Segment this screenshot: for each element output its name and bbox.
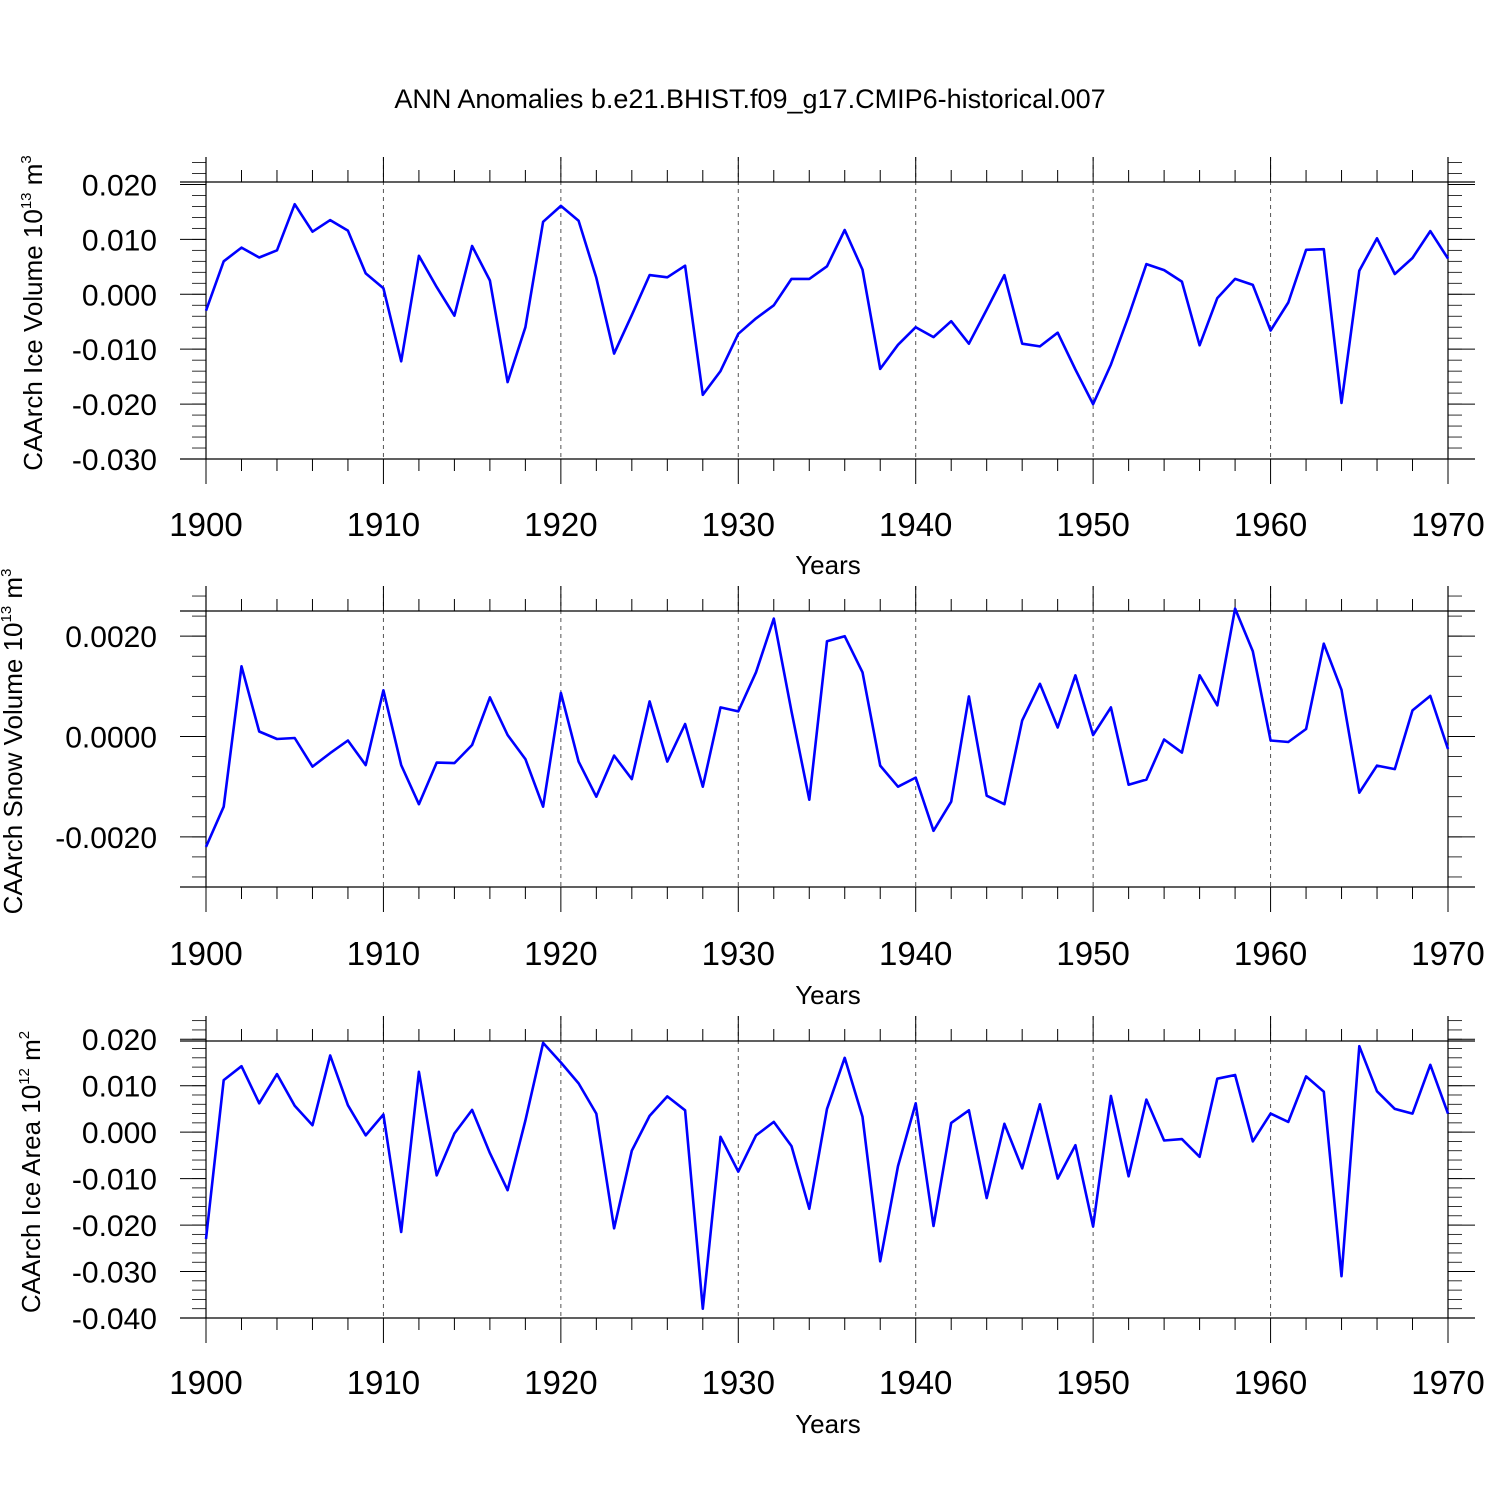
ice-volume-xtick-label: 1960	[1234, 506, 1307, 543]
ice-area-x-axis-label: Years	[795, 1409, 861, 1439]
panel-snow-volume: -0.0020 0.0000 0.0020 1900 1910 1920 1930 1940 1…	[0, 569, 1485, 1010]
ice-area-xtick-label: 1970	[1411, 1364, 1484, 1401]
snow-volume-x-axis-label: Years	[795, 980, 861, 1010]
snow-volume-ylabel-unit: m	[0, 577, 28, 606]
snow-volume-y-axis-label: CAArch Snow Volume 1013 m3	[0, 569, 28, 915]
ice-area-xtick-label: 1900	[169, 1364, 242, 1401]
ice-volume-ytick-label: 0.010	[82, 224, 157, 257]
snow-volume-ytick-label: -0.0020	[55, 822, 157, 855]
ice-area-ytick-label: 0.000	[82, 1117, 157, 1150]
snow-volume-xtick-label: 1950	[1056, 935, 1129, 972]
ice-volume-series-line	[204, 202, 1450, 406]
ice-area-ytick-label: -0.040	[72, 1303, 157, 1336]
ice-area-xtick-label: 1950	[1056, 1364, 1129, 1401]
ice-area-xtick-label: 1930	[702, 1364, 775, 1401]
ice-area-y-axis-label: CAArch Ice Area 1012 m2	[16, 1031, 46, 1313]
ice-volume-xtick-label: 1940	[879, 506, 952, 543]
snow-volume-xtick-label: 1930	[702, 935, 775, 972]
ice-area-ylabel-unit: m	[16, 1039, 46, 1068]
ice-volume-ylabel-text: CAArch Ice Volume 10	[18, 209, 48, 471]
ice-volume-ytick-label: -0.030	[72, 444, 157, 477]
snow-volume-ytick-label: 0.0000	[65, 722, 157, 755]
snow-volume-ytick-label: 0.0020	[65, 621, 157, 654]
snow-volume-xtick-label: 1940	[879, 935, 952, 972]
ice-volume-xtick-label: 1920	[524, 506, 597, 543]
snow-volume-ylabel-exp: 13	[0, 606, 15, 623]
snow-volume-xtick-label: 1920	[524, 935, 597, 972]
ice-volume-xtick-label: 1900	[169, 506, 242, 543]
ice-area-xtick-label: 1940	[879, 1364, 952, 1401]
ice-area-ytick-label: -0.030	[72, 1257, 157, 1290]
ice-area-xtick-label: 1960	[1234, 1364, 1307, 1401]
snow-volume-ylabel-unit-exp: 3	[0, 569, 15, 577]
ice-volume-xtick-label: 1930	[702, 506, 775, 543]
ice-volume-ytick-label: 0.020	[82, 169, 157, 202]
ice-area-xtick-label: 1910	[347, 1364, 420, 1401]
ice-area-ylabel-exp: 12	[16, 1068, 33, 1085]
panel-ice-area: -0.040 -0.030 -0.020 -0.010 0.000 0.010 0.020 1…	[16, 1016, 1485, 1439]
ice-area-xtick-label: 1920	[524, 1364, 597, 1401]
snow-volume-xtick-label: 1970	[1411, 935, 1484, 972]
ice-area-ytick-label: 0.010	[82, 1071, 157, 1104]
snow-volume-xtick-label: 1960	[1234, 935, 1307, 972]
ice-area-ylabel-text: CAArch Ice Area 10	[16, 1085, 46, 1313]
snow-volume-series-line	[204, 607, 1450, 848]
ice-volume-ylabel-unit-exp: 3	[18, 155, 35, 163]
ice-volume-ytick-label: 0.000	[82, 279, 157, 312]
ice-area-ytick-label: -0.010	[72, 1164, 157, 1197]
ice-volume-xtick-label: 1970	[1411, 506, 1484, 543]
snow-volume-ylabel-text: CAArch Snow Volume 10	[0, 622, 28, 914]
ice-volume-xtick-label: 1910	[347, 506, 420, 543]
ice-area-series-line	[204, 1041, 1450, 1310]
ice-area-ytick-label: -0.020	[72, 1210, 157, 1243]
ice-volume-ytick-label: -0.020	[72, 389, 157, 422]
ice-volume-ylabel-unit: m	[18, 164, 48, 193]
ice-volume-x-axis-label: Years	[795, 550, 861, 580]
snow-volume-xtick-label: 1900	[169, 935, 242, 972]
ice-area-ytick-label: 0.020	[82, 1024, 157, 1057]
ice-volume-xtick-label: 1950	[1056, 506, 1129, 543]
chart-title: ANN Anomalies b.e21.BHIST.f09_g17.CMIP6-…	[394, 84, 1105, 114]
panel-ice-volume: -0.030 -0.020 -0.010 0.000 0.010 0.020 1900 191…	[18, 155, 1485, 580]
ice-volume-ylabel-exp: 13	[18, 192, 35, 209]
snow-volume-xtick-label: 1910	[347, 935, 420, 972]
ice-volume-y-axis-label: CAArch Ice Volume 1013 m3	[18, 155, 48, 471]
ice-area-ylabel-unit-exp: 2	[16, 1031, 33, 1039]
ice-volume-ytick-label: -0.010	[72, 334, 157, 367]
